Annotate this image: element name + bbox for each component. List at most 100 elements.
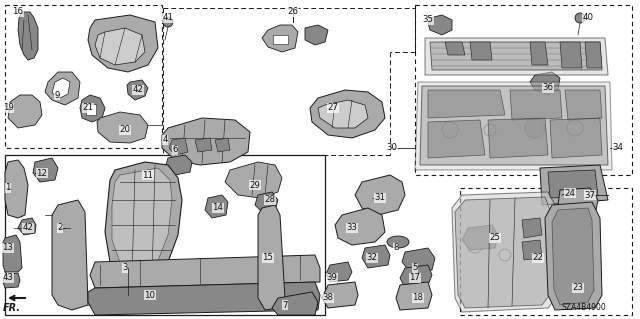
Text: 12: 12 [36,168,47,177]
Circle shape [567,120,583,136]
Polygon shape [510,90,562,120]
Polygon shape [273,35,288,44]
Text: 9: 9 [54,91,60,100]
Text: 8: 8 [393,243,399,253]
Text: 2: 2 [57,224,63,233]
Bar [285,298,310,313]
Text: 11: 11 [143,170,154,180]
Polygon shape [33,158,58,182]
Polygon shape [540,165,608,205]
Text: 6: 6 [172,145,178,154]
Text: 42: 42 [132,85,143,94]
Polygon shape [362,245,390,268]
Text: 16: 16 [13,8,24,17]
Polygon shape [3,273,20,288]
Polygon shape [335,208,385,245]
Circle shape [499,249,511,261]
Polygon shape [322,282,358,308]
Polygon shape [5,160,28,218]
Text: 34: 34 [612,144,623,152]
Polygon shape [548,170,598,198]
Polygon shape [90,255,320,288]
Text: 14: 14 [212,204,223,212]
Polygon shape [162,118,250,165]
Polygon shape [258,205,285,310]
Polygon shape [552,208,594,305]
Polygon shape [262,25,298,52]
Polygon shape [80,95,105,122]
Text: 30: 30 [387,144,397,152]
Polygon shape [105,162,182,282]
Text: 29: 29 [250,181,260,189]
Text: 1: 1 [5,183,11,192]
Polygon shape [428,120,485,158]
Polygon shape [305,25,328,45]
Polygon shape [415,82,612,170]
Polygon shape [88,282,320,315]
Polygon shape [420,86,608,165]
Text: 33: 33 [346,224,358,233]
Polygon shape [522,218,542,238]
Text: 38: 38 [323,293,333,302]
Polygon shape [272,292,318,315]
Polygon shape [225,162,282,198]
Text: 35: 35 [422,16,433,25]
Polygon shape [488,118,548,158]
Polygon shape [400,265,432,288]
Text: 19: 19 [3,103,13,113]
Circle shape [525,118,545,138]
Polygon shape [355,175,405,215]
Polygon shape [565,90,602,120]
Text: 7: 7 [282,300,288,309]
Polygon shape [545,202,602,310]
Circle shape [567,280,577,290]
Polygon shape [445,42,465,55]
Polygon shape [215,138,230,152]
Polygon shape [52,78,70,98]
Text: 28: 28 [264,196,275,204]
Text: 18: 18 [413,293,424,302]
Polygon shape [428,90,505,118]
Text: 10: 10 [145,291,156,300]
Text: 25: 25 [490,234,500,242]
Polygon shape [530,72,560,95]
Polygon shape [326,262,352,282]
Text: 15: 15 [262,254,273,263]
Polygon shape [18,12,38,60]
Polygon shape [112,168,172,272]
Bar [5,5,162,148]
Bar [460,188,632,315]
Text: 36: 36 [543,84,554,93]
Polygon shape [205,195,228,218]
Circle shape [333,290,343,300]
Polygon shape [310,90,385,138]
Ellipse shape [387,236,409,248]
Text: 27: 27 [328,103,339,113]
Polygon shape [470,42,492,60]
Text: 24: 24 [564,189,575,197]
Polygon shape [165,155,192,175]
Polygon shape [3,235,22,272]
Polygon shape [455,197,552,308]
Polygon shape [430,42,602,70]
Bar [415,5,632,175]
Polygon shape [169,138,188,155]
Text: 21: 21 [83,103,93,113]
Polygon shape [127,80,148,100]
Polygon shape [97,112,148,143]
Polygon shape [95,28,145,65]
Polygon shape [18,218,36,235]
Text: 26: 26 [287,8,298,17]
Polygon shape [558,188,598,218]
Circle shape [442,122,458,138]
Polygon shape [452,192,558,312]
Text: 43: 43 [3,273,13,283]
Text: 23: 23 [573,284,584,293]
Polygon shape [402,248,435,272]
Text: 40: 40 [582,13,593,23]
Polygon shape [560,42,582,68]
Circle shape [566,229,578,241]
Polygon shape [318,100,368,128]
Polygon shape [45,72,80,105]
Circle shape [484,124,496,136]
